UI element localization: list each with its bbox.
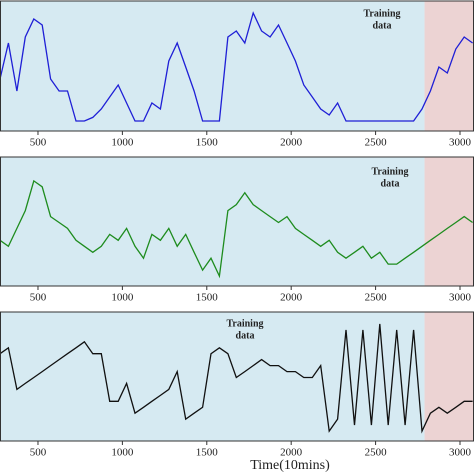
line-series [0,179,473,279]
training-region [0,1,425,131]
x-tick-label: 1500 [196,447,219,459]
line-series [0,11,473,122]
x-tick-label: 1000 [111,137,134,149]
x-tick-label: 1500 [196,292,219,304]
training-region [0,312,425,441]
training-region [0,157,425,286]
x-tick-label: 2500 [365,137,388,149]
x-tick-label: 1500 [196,137,219,149]
x-tick-label: 2000 [280,292,303,304]
line-series [0,323,473,434]
test-region [424,312,474,441]
annotation: Training [371,166,408,177]
x-tick-label: 3000 [449,292,472,304]
x-tick-label: 1000 [111,292,134,304]
x-tick-label: 2500 [365,447,388,459]
x-tick-label: 2000 [280,137,303,149]
annotation: data [373,20,392,31]
x-tick-label: 2000 [280,447,303,459]
x-tick-label: 3000 [449,137,472,149]
x-tick-label: 500 [30,292,47,304]
annotation: Training [363,8,400,19]
annotation: data [381,178,400,189]
x-tick-label: 1000 [111,447,134,459]
x-tick-label: 3000 [449,447,472,459]
annotation: Training [226,318,263,329]
x-tick-label: 500 [30,137,47,149]
x-tick-label: 500 [30,447,47,459]
test-region [424,157,474,286]
x-tick-label: 2500 [365,292,388,304]
x-axis-label: Time(10mins) [250,458,330,473]
annotation: data [236,330,255,341]
